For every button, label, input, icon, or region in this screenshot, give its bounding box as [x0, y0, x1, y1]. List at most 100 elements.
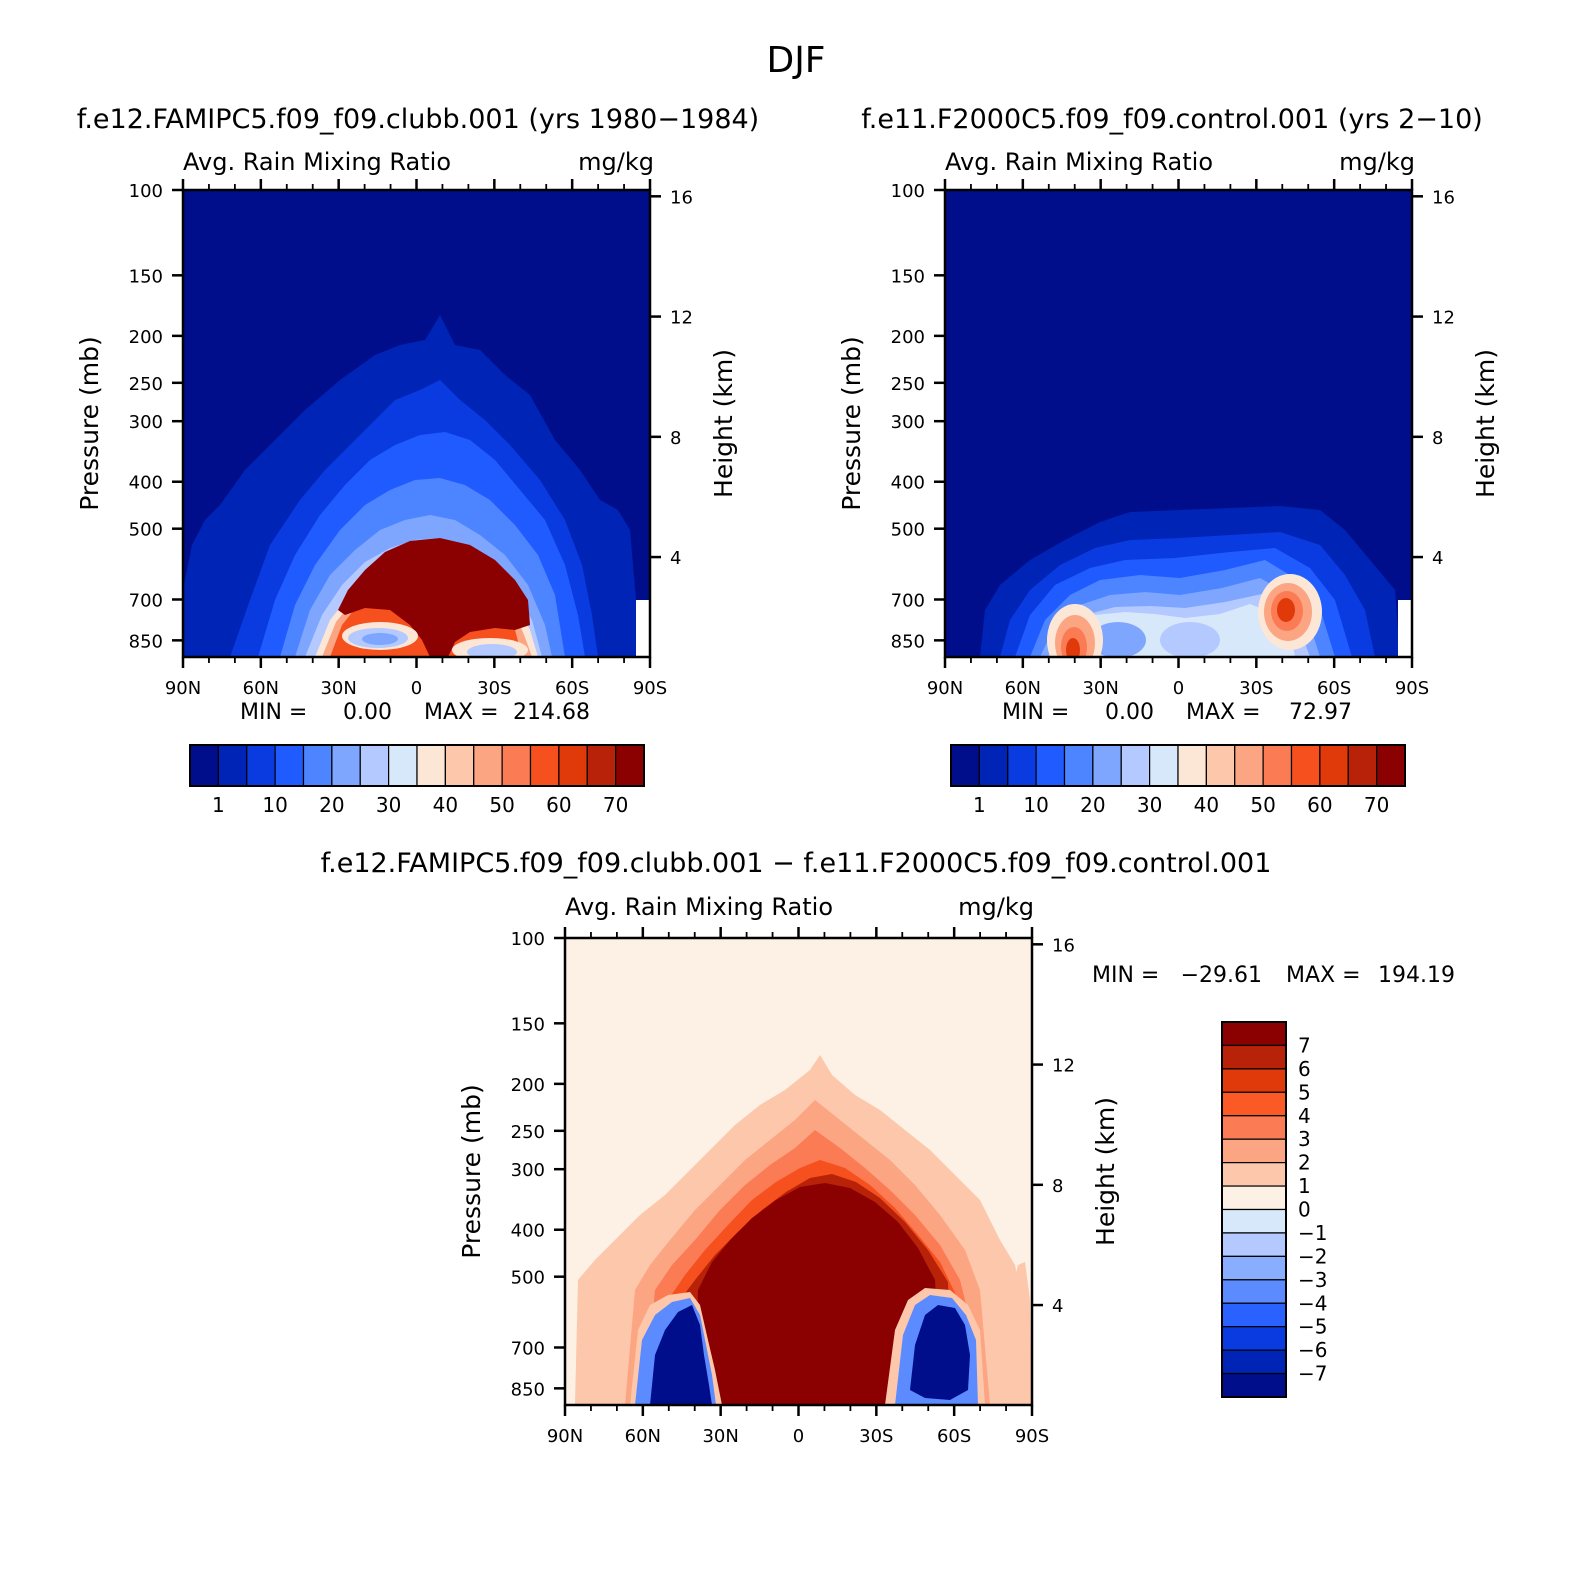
y-tick-label: 300 [891, 412, 925, 433]
field-layer [1008, 1262, 1032, 1405]
x-tick-label: 60N [1005, 678, 1041, 699]
colorbar-label: 50 [489, 793, 514, 817]
colorbar-box [1035, 744, 1066, 787]
colorbar-box [1221, 1115, 1287, 1140]
y-right-tick-label: 4 [1052, 1296, 1063, 1317]
y-tick-label: 200 [129, 327, 163, 348]
colorbar-box [1221, 1044, 1287, 1070]
colorbar-label: 3 [1298, 1127, 1311, 1151]
field-layer [338, 538, 530, 657]
x-tick-label: 30N [702, 1426, 738, 1447]
x-tick-label: 30N [1082, 678, 1118, 699]
figure-title: DJF [766, 40, 825, 81]
y-right-axis-label: Height (km) [1471, 349, 1500, 498]
colorbar-box [1205, 744, 1236, 787]
panel-3-subtitle-right: mg/kg [958, 893, 1034, 921]
colorbar-box [388, 744, 418, 787]
y-tick-label: 150 [891, 266, 925, 287]
colorbar-label: 30 [1137, 793, 1162, 817]
y-tick-label: 100 [511, 929, 545, 950]
panel-1-subtitle-right: mg/kg [578, 148, 654, 176]
colorbar-label: 20 [1080, 793, 1105, 817]
panel-3-stats-min-label: MIN = [1092, 963, 1159, 988]
panel-1-title: f.e12.FAMIPC5.f09_f09.clubb.001 (yrs 198… [77, 104, 759, 135]
field-layer [695, 1183, 942, 1405]
panel-3-stats-max: 194.19 [1378, 963, 1455, 988]
x-tick-label: 60N [243, 678, 279, 699]
panel-2-stats-min-label: MIN = [1002, 700, 1069, 725]
panel-3-subtitle-left: Avg. Rain Mixing Ratio [565, 893, 833, 921]
colorbar-label: −2 [1298, 1244, 1327, 1268]
y-right-tick-label: 16 [670, 187, 693, 208]
colorbar-box [1063, 744, 1094, 787]
field-layer [362, 633, 398, 645]
colorbar-box [1221, 1185, 1287, 1211]
field-layer [1090, 622, 1146, 657]
colorbar-label: 1 [973, 793, 986, 817]
colorbar-label: 10 [262, 793, 287, 817]
y-tick-label: 850 [129, 631, 163, 652]
colorbar-box [1092, 744, 1122, 787]
colorbar-box [359, 744, 390, 787]
colorbar-box [1221, 1349, 1287, 1375]
y-tick-label: 250 [511, 1122, 545, 1143]
colorbar-label: 70 [1364, 793, 1389, 817]
panel-3: f.e12.FAMIPC5.f09_f09.clubb.001 − f.e11.… [321, 848, 1455, 1447]
field-layer [467, 644, 517, 657]
field-layer [1398, 600, 1412, 657]
y-tick-label: 150 [511, 1014, 545, 1035]
panel-2-stats-max: 72.97 [1289, 700, 1352, 725]
y-tick-label: 500 [129, 520, 163, 541]
x-tick-label: 60N [625, 1426, 661, 1447]
panel-1-stats-max-label: MAX = [424, 700, 499, 725]
colorbar-box [1319, 744, 1349, 787]
colorbar-box [586, 744, 617, 787]
colorbar-label: 60 [1307, 793, 1332, 817]
y-tick-label: 850 [891, 631, 925, 652]
y-right-tick-label: 4 [670, 548, 681, 569]
x-tick-label: 60S [937, 1426, 971, 1447]
panel-2-subtitle-right: mg/kg [1339, 148, 1415, 176]
y-tick-label: 150 [129, 266, 163, 287]
panel-2-stats-max-label: MAX = [1186, 700, 1261, 725]
colorbar-box [1221, 1162, 1287, 1187]
y-right-axis-label: Height (km) [1091, 1097, 1120, 1246]
field-layer [650, 1305, 712, 1405]
panel-1: f.e12.FAMIPC5.f09_f09.clubb.001 (yrs 198… [75, 104, 759, 817]
colorbar-box [978, 744, 1009, 787]
field-layer [1160, 622, 1220, 657]
y-tick-label: 300 [511, 1160, 545, 1181]
y-tick-label: 300 [129, 412, 163, 433]
colorbar-label: 6 [1298, 1057, 1311, 1081]
colorbar-box [302, 744, 333, 787]
colorbar-box [416, 744, 446, 787]
colorbar-box [1290, 744, 1321, 787]
colorbar-box [1347, 744, 1378, 787]
x-tick-label: 0 [411, 678, 422, 699]
colorbar-label: 5 [1298, 1080, 1311, 1104]
x-tick-label: 60S [1317, 678, 1351, 699]
panel-3-stats-min: −29.61 [1181, 963, 1262, 988]
panel-3-stats-max-label: MAX = [1286, 963, 1361, 988]
y-tick-label: 100 [891, 181, 925, 202]
colorbar-box [529, 744, 560, 787]
y-right-tick-label: 12 [1052, 1056, 1075, 1077]
y-tick-label: 400 [511, 1221, 545, 1242]
colorbar-box [473, 744, 503, 787]
y-axis-label: Pressure (mb) [75, 336, 104, 510]
colorbar-label: 1 [1298, 1174, 1311, 1198]
panel-3-title: f.e12.FAMIPC5.f09_f09.clubb.001 − f.e11.… [321, 848, 1272, 879]
colorbar-box [1221, 1302, 1287, 1328]
y-right-tick-label: 4 [1432, 548, 1443, 569]
y-right-tick-label: 16 [1052, 935, 1075, 956]
panel-2-field [945, 190, 1412, 657]
colorbar-label: −7 [1298, 1362, 1327, 1386]
y-tick-label: 200 [891, 327, 925, 348]
panel-3-field [565, 938, 1032, 1405]
colorbar-label: −6 [1298, 1338, 1327, 1362]
y-tick-label: 500 [511, 1268, 545, 1289]
panel-2: f.e11.F2000C5.f09_f09.control.001 (yrs 2… [837, 104, 1500, 817]
colorbar-box [1376, 744, 1406, 787]
colorbar-box [217, 744, 248, 787]
